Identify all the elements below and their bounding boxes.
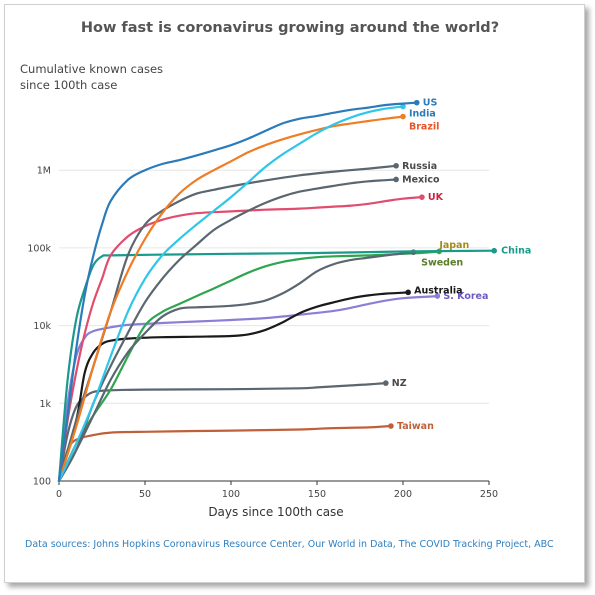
x-tick-label: 250 <box>480 489 498 500</box>
series-line-taiwan <box>57 424 393 483</box>
series-label-brazil: Brazil <box>409 122 439 133</box>
series-end-marker-s-korea <box>434 293 441 299</box>
series-end-marker-australia <box>405 289 411 296</box>
series-line-india <box>57 105 405 483</box>
series-label-us: US <box>423 98 438 109</box>
y-tick-label: 1M <box>37 166 51 177</box>
series-end-marker-uk <box>419 194 425 200</box>
series-label-india: India <box>409 109 436 120</box>
series-label-uk: UK <box>428 192 444 203</box>
y-tick-label: 1k <box>39 399 51 410</box>
y-axis-label-line-1: Cumulative known cases <box>20 62 164 76</box>
series-end-marker-mexico <box>393 176 399 183</box>
series-line-us <box>57 101 418 483</box>
x-axis-label: Days since 100th case <box>208 505 344 519</box>
series-line-uk <box>57 196 423 483</box>
series-end-marker-brazil <box>400 113 406 120</box>
x-tick-label: 50 <box>139 489 151 500</box>
series-line-japan <box>57 251 415 483</box>
series-label-japan: Japan <box>438 240 469 251</box>
y-axis-label-line-2: since 100th case <box>20 78 118 92</box>
series-end-marker-nz <box>383 380 389 386</box>
series-line-nz <box>57 382 387 483</box>
series-label-china: China <box>501 246 531 257</box>
y-tick-label: 10k <box>33 321 51 332</box>
series-end-marker-russia <box>393 162 399 169</box>
y-axis-label: Cumulative known cases since 100th case <box>20 61 163 93</box>
series-end-marker-india <box>400 103 406 110</box>
chart-title: How fast is coronavirus growing around t… <box>80 20 500 36</box>
data-source-note: Data sources: Johns Hopkins Coronavirus … <box>25 539 554 550</box>
series-end-marker-china <box>491 247 497 254</box>
x-tick-label: 100 <box>222 489 240 500</box>
x-tick-label: 0 <box>56 489 62 500</box>
series-label-nz: NZ <box>392 378 407 389</box>
x-tick-label: 200 <box>394 489 412 500</box>
series-end-marker-taiwan <box>388 423 394 429</box>
x-tick-label: 150 <box>308 489 326 500</box>
y-tick-label: 100 <box>33 477 51 488</box>
series-line-china <box>57 249 496 483</box>
chart-frame <box>4 4 585 583</box>
series-line-brazil <box>57 115 405 483</box>
series-line-sweden <box>57 250 441 483</box>
series-label-mexico: Mexico <box>402 174 440 185</box>
series-label-s-korea: S. Korea <box>443 291 488 302</box>
series-line-australia <box>57 291 410 483</box>
series-label-australia: Australia <box>414 285 462 296</box>
series-line-mexico <box>57 178 398 483</box>
y-tick-label: 100k <box>27 243 51 254</box>
series-label-taiwan: Taiwan <box>397 421 434 432</box>
series-label-sweden: Sweden <box>421 257 463 268</box>
series-label-russia: Russia <box>402 161 437 172</box>
series-end-marker-us <box>413 99 420 106</box>
